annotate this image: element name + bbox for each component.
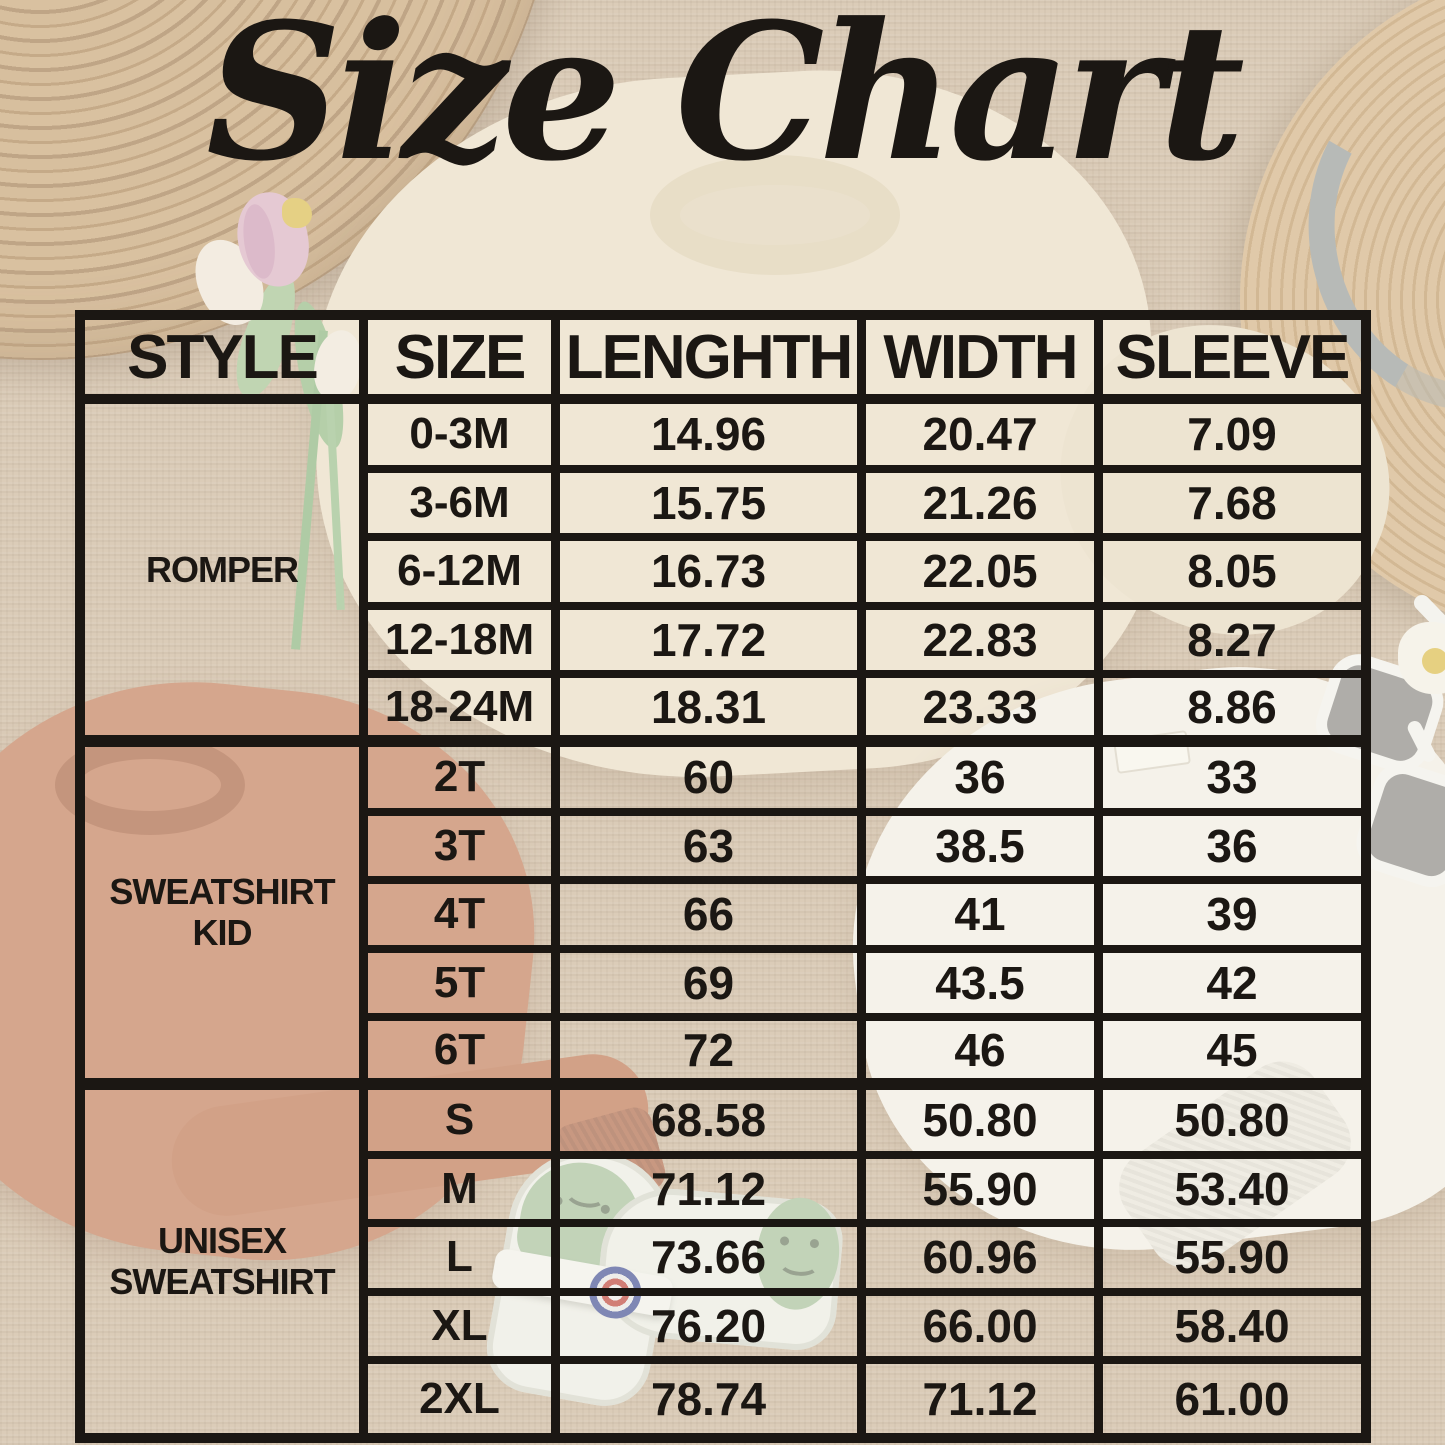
sleeve-value-cell: 8.27 [1103, 610, 1361, 679]
size-cell: 0-3M [368, 404, 560, 473]
length-value-cell: 14.96 [560, 404, 866, 473]
length-value-cell: 66 [560, 884, 866, 953]
column-header-size: SIZE [368, 320, 560, 404]
length-value-cell: 72 [560, 1021, 866, 1090]
style-cell: SWEATSHIRT KID [85, 746, 368, 1090]
size-cell: XL [368, 1295, 560, 1365]
size-cell: 3T [368, 815, 560, 885]
sleeve-value-cell: 7.09 [1103, 404, 1361, 473]
size-cell: 6T [368, 1021, 560, 1090]
size-cell: 18-24M [368, 678, 560, 747]
width-value-cell: 22.05 [866, 541, 1103, 610]
width-value-cell: 38.5 [866, 815, 1103, 885]
size-cell: 2T [368, 746, 560, 816]
sleeve-value-cell: 50.80 [1103, 1090, 1361, 1159]
sleeve-value-cell: 55.90 [1103, 1227, 1361, 1296]
sleeve-value-cell: 33 [1103, 747, 1361, 816]
style-cell: ROMPER [85, 404, 368, 747]
width-value-cell: 50.80 [866, 1089, 1103, 1159]
sleeve-value-cell: 53.40 [1103, 1159, 1361, 1228]
width-value-cell: 36 [866, 746, 1103, 816]
size-cell: 5T [368, 952, 560, 1022]
length-value-cell: 17.72 [560, 609, 866, 679]
sleeve-value-cell: 8.05 [1103, 541, 1361, 610]
column-header-length: LENGHTH [560, 320, 866, 404]
length-value-cell: 16.73 [560, 541, 866, 610]
sleeve-value-cell: 7.68 [1103, 473, 1361, 542]
width-value-cell: 46 [866, 1021, 1103, 1090]
width-value-cell: 60.96 [866, 1227, 1103, 1296]
width-value-cell: 43.5 [866, 952, 1103, 1022]
sleeve-value-cell: 39 [1103, 884, 1361, 953]
width-value-cell: 23.33 [866, 678, 1103, 747]
page-title: Size Chart [205, 0, 1245, 203]
length-value-cell: 18.31 [560, 678, 866, 747]
column-header-width: WIDTH [866, 320, 1103, 404]
sleeve-value-cell: 58.40 [1103, 1296, 1361, 1365]
size-cell: L [368, 1227, 560, 1296]
width-value-cell: 66.00 [866, 1295, 1103, 1365]
length-value-cell: 15.75 [560, 472, 866, 542]
width-value-cell: 71.12 [866, 1364, 1103, 1433]
width-value-cell: 41 [866, 884, 1103, 953]
sleeve-value-cell: 36 [1103, 816, 1361, 885]
size-cell: 2XL [368, 1364, 560, 1433]
width-value-cell: 21.26 [866, 472, 1103, 542]
sleeve-value-cell: 42 [1103, 953, 1361, 1022]
flower-center [1422, 648, 1445, 674]
length-value-cell: 73.66 [560, 1227, 866, 1296]
width-value-cell: 55.90 [866, 1158, 1103, 1228]
size-cell: 3-6M [368, 472, 560, 542]
length-value-cell: 78.74 [560, 1364, 866, 1433]
size-cell: 12-18M [368, 609, 560, 679]
size-cell: 6-12M [368, 541, 560, 610]
length-value-cell: 68.58 [560, 1089, 866, 1159]
length-value-cell: 60 [560, 746, 866, 816]
size-table: STYLE SIZE LENGHTH WIDTH SLEEVE ROMPER 0-… [75, 310, 1371, 1443]
length-value-cell: 69 [560, 952, 866, 1022]
tulip-stamens [282, 198, 312, 228]
column-header-style: STYLE [85, 320, 368, 404]
sleeve-value-cell: 45 [1103, 1021, 1361, 1090]
sleeve-value-cell: 8.86 [1103, 678, 1361, 747]
size-cell: 4T [368, 884, 560, 953]
size-cell: S [368, 1089, 560, 1159]
white-flower-photo [1398, 622, 1445, 694]
width-value-cell: 20.47 [866, 404, 1103, 473]
length-value-cell: 63 [560, 815, 866, 885]
style-cell: UNISEX SWEATSHIRT [85, 1089, 368, 1433]
column-header-sleeve: SLEEVE [1103, 320, 1361, 404]
length-value-cell: 71.12 [560, 1158, 866, 1228]
sleeve-value-cell: 61.00 [1174, 1372, 1290, 1425]
size-cell: M [368, 1158, 560, 1228]
width-value-cell: 22.83 [866, 609, 1103, 679]
length-value-cell: 76.20 [560, 1295, 866, 1365]
